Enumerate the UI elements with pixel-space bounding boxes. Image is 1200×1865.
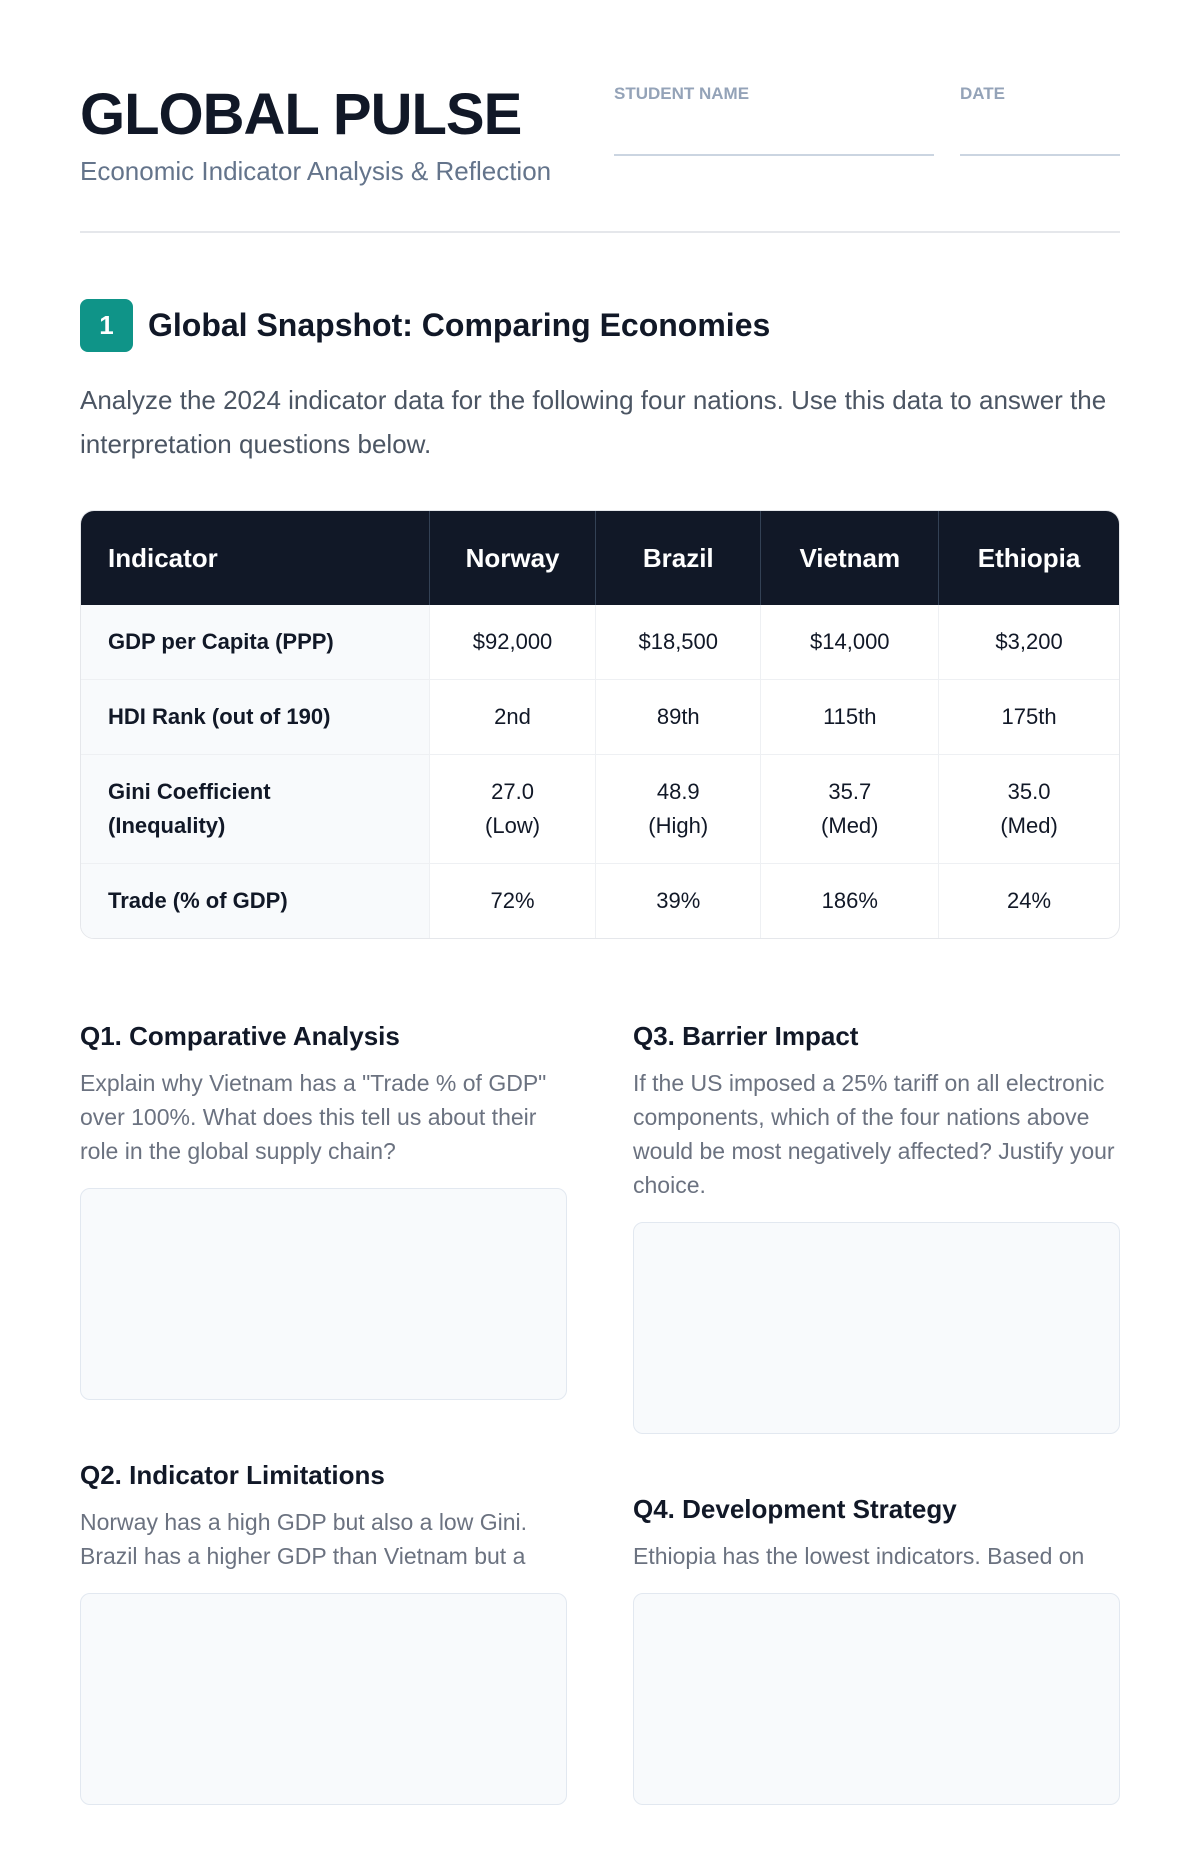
data-table: Indicator Norway Brazil Vietnam Ethiopia GDP … <box>80 510 1120 939</box>
question-text: Norway has a high GDP but also a low Gin… <box>80 1509 528 1569</box>
column-header: Brazil <box>595 511 761 605</box>
fields: STUDENT NAME DATE <box>614 84 1120 187</box>
answer-box[interactable] <box>80 1593 567 1805</box>
section-title: Global Snapshot: Comparing Economies <box>148 307 771 343</box>
cell-text: 89th <box>656 704 700 729</box>
section-number: 1 <box>80 299 133 352</box>
cell-text: HDI Rank (out of 190) <box>108 704 331 729</box>
answer-box[interactable] <box>633 1222 1120 1434</box>
table-row: Trade (% of GDP) 72% 39% 186% 24% <box>81 863 1119 938</box>
cell: $14,000 <box>760 605 938 679</box>
header: GLOBAL PULSE Economic Indicator Analysis… <box>80 80 1120 233</box>
cell-text: 35.0 (Med) <box>1000 779 1058 838</box>
table-row: Gini Coefficient (Inequality) 27.0 (Low) 4… <box>81 754 1119 863</box>
column-header: Norway <box>429 511 596 605</box>
cell: 35.7 (Med) <box>760 754 939 863</box>
cell: 35.0 (Med) <box>938 754 1119 863</box>
cell: 2nd <box>429 679 596 754</box>
cell: $18,500 <box>595 605 760 679</box>
question-title: Q2. Indicator Limitations <box>80 1460 385 1490</box>
cell-text: $14,000 <box>810 629 890 654</box>
cell: 175th <box>938 679 1119 754</box>
cell-text: 186% <box>821 888 878 913</box>
column-header: Indicator <box>81 511 429 605</box>
row-label: GDP per Capita (PPP) <box>81 605 429 679</box>
row-label: Gini Coefficient (Inequality) <box>81 754 429 863</box>
section-heading: 1 Global Snapshot: Comparing Economies <box>80 299 1120 352</box>
title-block: GLOBAL PULSE Economic Indicator Analysis… <box>80 80 551 187</box>
title: GLOBAL PULSE <box>80 82 522 147</box>
question-title: Q4. Development Strategy <box>633 1494 957 1524</box>
cell: 24% <box>938 863 1119 938</box>
questions: Q1. Comparative Analysis Explain why Viet… <box>80 1021 1120 1865</box>
page: GLOBAL PULSE Economic Indicator Analysis… <box>80 82 1120 1805</box>
cell-text: 39% <box>656 888 701 913</box>
cell: 115th <box>760 679 939 754</box>
cell-text: $18,500 <box>638 629 719 654</box>
answer-box[interactable] <box>80 1188 567 1400</box>
cell: 48.9 (High) <box>595 754 761 863</box>
name-field[interactable]: STUDENT NAME <box>614 84 934 156</box>
cell-text: $3,200 <box>995 629 1063 654</box>
cell-text: Gini Coefficient (Inequality) <box>108 779 271 838</box>
cell: $3,200 <box>938 605 1119 679</box>
cell: 186% <box>760 863 939 938</box>
worksheet: GLOBAL PULSE Economic Indicator Analysis… <box>80 0 1120 1865</box>
table-row: GDP per Capita (PPP) $92,000 $18,500 $14,00… <box>81 605 1119 679</box>
cell: 39% <box>595 863 761 938</box>
cell-text: $92,000 <box>472 629 553 654</box>
question-title: Q1. Comparative Analysis <box>80 1021 400 1051</box>
question-text: Explain why Vietnam has a "Trade % of GD… <box>80 1070 547 1164</box>
column-header: Vietnam <box>760 511 939 605</box>
cell: 72% <box>429 863 596 938</box>
cell-text: 48.9 (High) <box>648 779 709 838</box>
question-text: If the US imposed a 25% tariff on all el… <box>633 1070 1115 1198</box>
cell-text: 27.0 (Low) <box>485 779 541 838</box>
cell-text: 35.7 (Med) <box>821 779 879 838</box>
question-text: Ethiopia has the lowest indicators. Base… <box>633 1543 1085 1569</box>
question-title: Q3. Barrier Impact <box>633 1021 859 1051</box>
cell: 89th <box>595 679 761 754</box>
left-column: Q1. Comparative Analysis Explain why Viet… <box>80 1021 567 1865</box>
right-column: Q3. Barrier Impact If the US imposed a 25… <box>633 1021 1120 1865</box>
subtitle: Economic Indicator Analysis & Reflection <box>80 156 552 186</box>
cell-text: 24% <box>1007 888 1052 913</box>
cell-text: 2nd <box>494 704 531 729</box>
row-label: HDI Rank (out of 190) <box>81 679 429 754</box>
cell-text: Trade (% of GDP) <box>108 888 288 913</box>
cell-text: 115th <box>823 704 877 729</box>
cell-text: GDP per Capita (PPP) <box>108 629 334 654</box>
table-row: HDI Rank (out of 190) 2nd 89th 115th 175th <box>81 679 1119 754</box>
row-label: Trade (% of GDP) <box>81 863 429 938</box>
intro: Analyze the 2024 indicator data for the … <box>80 385 1107 459</box>
cell-text: 72% <box>490 888 535 913</box>
cell: $92,000 <box>429 605 595 679</box>
date-field[interactable]: DATE <box>960 84 1120 156</box>
column-header: Ethiopia <box>938 511 1119 605</box>
cell-text: 175th <box>1001 704 1057 729</box>
cell: 27.0 (Low) <box>429 754 596 863</box>
answer-box[interactable] <box>633 1593 1120 1805</box>
